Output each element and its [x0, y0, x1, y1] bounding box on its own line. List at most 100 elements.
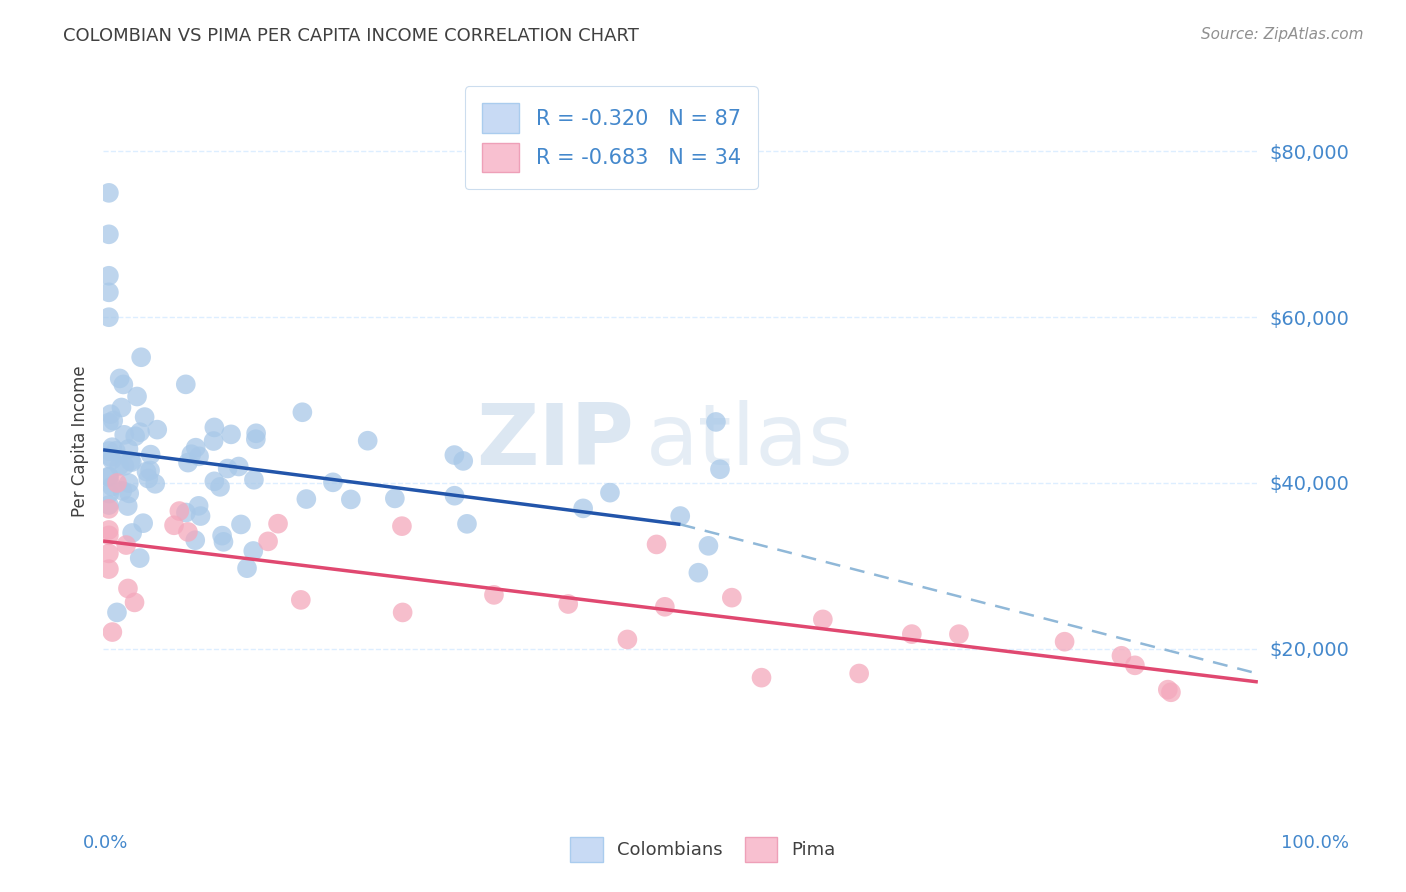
Point: [616, 632, 638, 647]
Point: [98, 486, 121, 500]
Point: [1053, 634, 1076, 648]
Point: [1111, 648, 1133, 663]
Point: [697, 539, 720, 553]
Point: [228, 459, 250, 474]
Point: [669, 509, 692, 524]
Point: [202, 420, 225, 434]
Point: [97, 285, 120, 300]
Point: [108, 458, 131, 473]
Point: [245, 432, 267, 446]
Point: [105, 606, 128, 620]
Point: [118, 486, 141, 500]
Point: [443, 489, 465, 503]
Point: [599, 485, 621, 500]
Point: [557, 597, 579, 611]
Point: [97, 268, 120, 283]
Point: [456, 516, 478, 531]
Point: [103, 414, 125, 428]
Point: [124, 429, 146, 443]
Point: [108, 371, 131, 385]
Point: [101, 479, 124, 493]
Point: [257, 534, 280, 549]
Point: [132, 516, 155, 531]
Point: [291, 405, 314, 419]
Point: [295, 491, 318, 506]
Point: [229, 517, 252, 532]
Point: [118, 476, 141, 491]
Point: [125, 390, 148, 404]
Point: [143, 476, 166, 491]
Point: [391, 606, 413, 620]
Point: [322, 475, 344, 490]
Point: [97, 444, 120, 458]
Point: [121, 525, 143, 540]
Point: [112, 427, 135, 442]
Point: [242, 544, 264, 558]
Point: [129, 425, 152, 440]
Point: [451, 454, 474, 468]
Point: [110, 401, 132, 415]
Point: [208, 480, 231, 494]
Point: [212, 534, 235, 549]
Point: [177, 524, 200, 539]
Point: [174, 377, 197, 392]
Point: [97, 498, 120, 512]
Point: [97, 310, 120, 325]
Point: [100, 450, 122, 464]
Point: [111, 483, 134, 498]
Point: [267, 516, 290, 531]
Point: [572, 501, 595, 516]
Point: [190, 509, 212, 524]
Point: [184, 533, 207, 548]
Point: [120, 454, 142, 468]
Point: [101, 625, 124, 640]
Point: [135, 465, 157, 479]
Point: [169, 504, 191, 518]
Point: [117, 499, 139, 513]
Point: [97, 470, 120, 484]
Point: [97, 546, 120, 560]
Point: [112, 377, 135, 392]
Point: [112, 458, 135, 473]
Y-axis label: Per Capita Income: Per Capita Income: [72, 366, 89, 517]
Text: COLOMBIAN VS PIMA PER CAPITA INCOME CORRELATION CHART: COLOMBIAN VS PIMA PER CAPITA INCOME CORR…: [63, 27, 640, 45]
Point: [391, 519, 413, 533]
Point: [384, 491, 406, 506]
Point: [184, 441, 207, 455]
Point: [236, 561, 259, 575]
Point: [688, 566, 710, 580]
Point: [187, 499, 209, 513]
Point: [101, 440, 124, 454]
Text: atlas: atlas: [645, 400, 853, 483]
Point: [129, 351, 152, 365]
Point: [97, 469, 120, 483]
Point: [101, 453, 124, 467]
Point: [751, 671, 773, 685]
Point: [146, 423, 169, 437]
Point: [901, 627, 924, 641]
Point: [115, 538, 138, 552]
Point: [139, 463, 162, 477]
Point: [139, 448, 162, 462]
Point: [211, 528, 233, 542]
Point: [645, 537, 668, 551]
Point: [180, 447, 202, 461]
Point: [219, 427, 242, 442]
Point: [97, 562, 120, 576]
Text: Source: ZipAtlas.com: Source: ZipAtlas.com: [1201, 27, 1364, 42]
Point: [97, 227, 120, 242]
Point: [117, 442, 139, 456]
Point: [104, 443, 127, 458]
Point: [340, 492, 363, 507]
Point: [124, 595, 146, 609]
Point: [709, 462, 731, 476]
Point: [202, 475, 225, 489]
Point: [1123, 658, 1146, 673]
Point: [704, 415, 727, 429]
Legend: R = -0.320   N = 87, R = -0.683   N = 34: R = -0.320 N = 87, R = -0.683 N = 34: [465, 87, 758, 189]
Point: [1157, 682, 1180, 697]
Point: [97, 523, 120, 537]
Point: [1160, 685, 1182, 699]
Point: [188, 450, 211, 464]
Point: [163, 518, 186, 533]
